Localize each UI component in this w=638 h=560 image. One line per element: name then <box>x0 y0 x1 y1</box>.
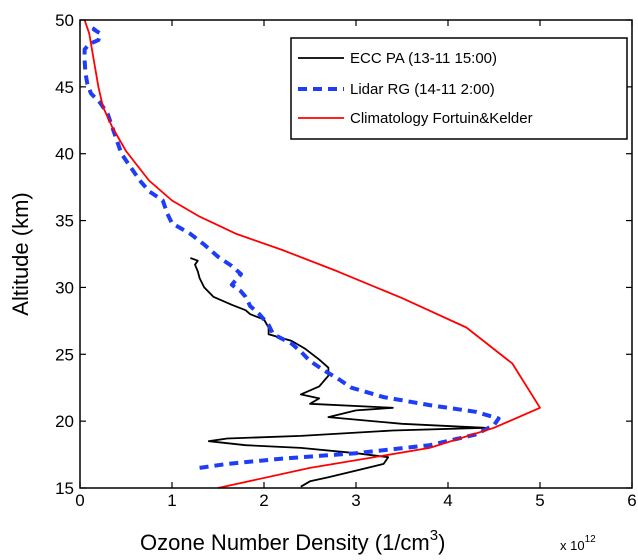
x-axis-label-close: ) <box>438 530 445 555</box>
y-tick-label: 40 <box>55 145 74 164</box>
legend-label-3: Climatology Fortuin&Kelder <box>350 110 533 127</box>
x-tick-label: 3 <box>351 491 360 510</box>
y-tick-label: 20 <box>55 412 74 431</box>
y-tick-label: 50 <box>55 11 74 30</box>
x-tick-label: 0 <box>75 491 84 510</box>
x-tick-label: 4 <box>443 491 452 510</box>
x-tick-label: 6 <box>627 491 636 510</box>
legend: ECC PA (13-11 15:00) Lidar RG (14-11 2:00… <box>291 38 627 139</box>
y-tick-label: 45 <box>55 78 74 97</box>
legend-label-1: ECC PA (13-11 15:00) <box>350 50 497 67</box>
y-tick-label: 15 <box>55 479 74 498</box>
y-tick-label: 25 <box>55 345 74 364</box>
legend-label-2: Lidar RG (14-11 2:00) <box>350 81 495 98</box>
y-axis-label: Altitude (km) <box>8 192 33 315</box>
x-multiplier-exp: 12 <box>585 534 597 545</box>
y-tick-label: 30 <box>55 278 74 297</box>
x-tick-label: 5 <box>535 491 544 510</box>
x-multiplier: x 1012 <box>560 534 596 553</box>
x-multiplier-base: x 10 <box>560 538 585 553</box>
x-axis-label-main: Ozone Number Density (1/cm <box>140 530 430 555</box>
x-axis-label-sup: 3 <box>430 527 438 544</box>
x-axis-label: Ozone Number Density (1/cm3) <box>140 527 445 555</box>
x-tick-label: 2 <box>259 491 268 510</box>
x-tick-label: 1 <box>167 491 176 510</box>
y-tick-label: 35 <box>55 212 74 231</box>
